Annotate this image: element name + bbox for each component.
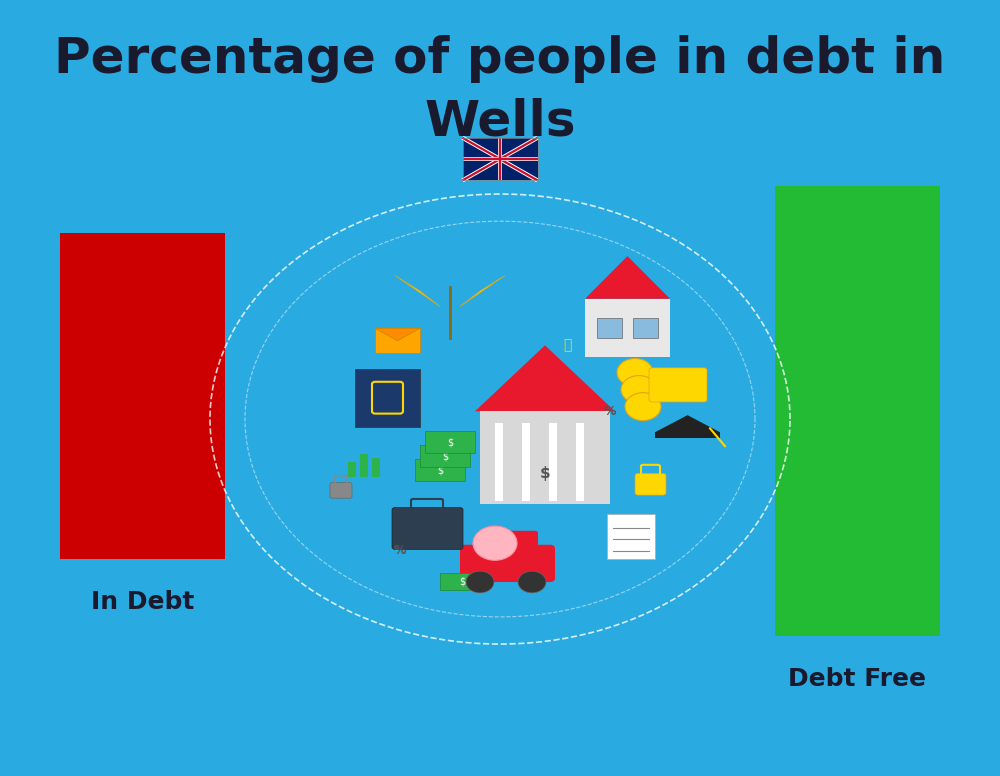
FancyBboxPatch shape	[440, 573, 485, 590]
FancyBboxPatch shape	[495, 423, 503, 501]
FancyBboxPatch shape	[522, 423, 530, 501]
FancyBboxPatch shape	[655, 432, 720, 438]
Circle shape	[473, 526, 517, 560]
Text: In Debt: In Debt	[91, 590, 194, 614]
Polygon shape	[585, 256, 670, 299]
Circle shape	[518, 571, 546, 593]
FancyBboxPatch shape	[415, 459, 465, 481]
Polygon shape	[460, 275, 505, 307]
FancyBboxPatch shape	[480, 411, 610, 504]
Text: 28%: 28%	[76, 450, 209, 504]
FancyBboxPatch shape	[330, 483, 352, 498]
FancyBboxPatch shape	[60, 233, 225, 559]
FancyBboxPatch shape	[549, 423, 557, 501]
FancyBboxPatch shape	[360, 454, 368, 477]
FancyBboxPatch shape	[633, 318, 658, 338]
Circle shape	[466, 571, 494, 593]
FancyBboxPatch shape	[372, 458, 380, 477]
FancyBboxPatch shape	[460, 545, 555, 582]
Text: Percentage of people in debt in: Percentage of people in debt in	[54, 35, 946, 83]
Text: %: %	[604, 405, 616, 417]
FancyBboxPatch shape	[635, 473, 666, 495]
Text: $: $	[442, 452, 448, 461]
Polygon shape	[395, 275, 440, 307]
Text: Debt Free: Debt Free	[788, 667, 926, 691]
FancyBboxPatch shape	[420, 445, 470, 467]
Text: $: $	[437, 466, 443, 475]
Circle shape	[621, 376, 657, 404]
Polygon shape	[475, 345, 615, 411]
FancyBboxPatch shape	[355, 369, 420, 427]
Text: Wells: Wells	[424, 97, 576, 145]
FancyBboxPatch shape	[392, 508, 463, 549]
FancyBboxPatch shape	[425, 431, 475, 453]
Text: %: %	[394, 545, 406, 557]
FancyBboxPatch shape	[649, 368, 707, 402]
Circle shape	[617, 359, 653, 386]
Polygon shape	[655, 415, 720, 432]
FancyBboxPatch shape	[462, 137, 538, 180]
FancyBboxPatch shape	[477, 531, 538, 557]
FancyBboxPatch shape	[348, 462, 356, 477]
Text: ⚿: ⚿	[563, 338, 571, 352]
Text: $: $	[540, 466, 550, 481]
FancyBboxPatch shape	[607, 514, 655, 559]
Text: 73%: 73%	[791, 528, 924, 582]
FancyBboxPatch shape	[375, 328, 420, 353]
Text: $: $	[447, 438, 453, 447]
Circle shape	[625, 393, 661, 421]
Text: $: $	[459, 577, 465, 586]
FancyBboxPatch shape	[585, 299, 670, 357]
FancyBboxPatch shape	[597, 318, 622, 338]
FancyBboxPatch shape	[576, 423, 584, 501]
FancyBboxPatch shape	[775, 186, 940, 636]
Polygon shape	[375, 328, 420, 341]
